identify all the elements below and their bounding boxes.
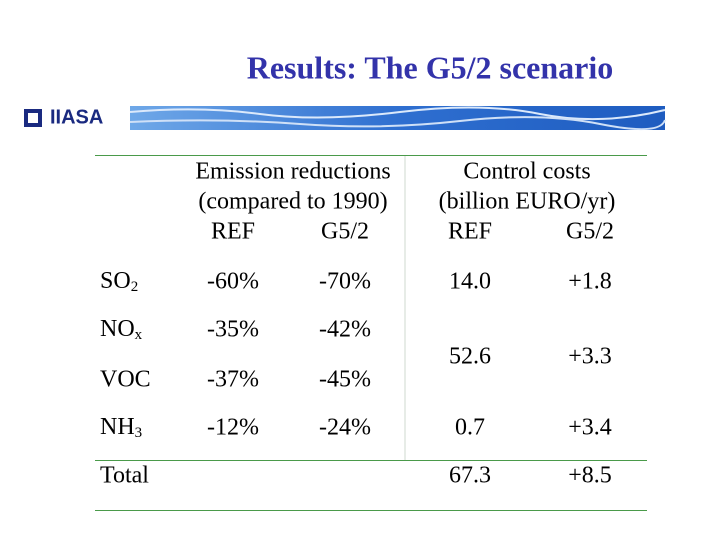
cell: -37%: [207, 366, 259, 393]
row-label: NH3: [100, 414, 142, 442]
group-header: (billion EURO/yr): [438, 188, 616, 215]
sub-header: G5/2: [566, 218, 614, 245]
table-rule: [95, 510, 647, 511]
subscript: x: [134, 327, 143, 343]
subscript: 3: [134, 425, 143, 441]
title: Results: The G5/2 scenario: [246, 49, 614, 86]
table-rule: [95, 460, 647, 461]
cell: -70%: [319, 268, 371, 295]
cell: +1.8: [568, 268, 612, 295]
merged-cell: +3.3: [568, 343, 612, 370]
sub-header: REF: [210, 218, 256, 245]
row-label: SO2: [100, 268, 138, 296]
group-header: Control costs: [463, 158, 591, 185]
cell: -45%: [319, 366, 371, 393]
pollutant: SO: [100, 268, 131, 294]
pollutant: Total: [100, 462, 149, 489]
cell: 67.3: [449, 462, 491, 489]
cell: +8.5: [568, 462, 612, 489]
table-rule: [95, 155, 647, 156]
cell: -35%: [207, 316, 259, 343]
pollutant: VOC: [100, 366, 151, 393]
logo-icon: [28, 113, 38, 123]
cell: -42%: [319, 316, 371, 343]
row-label: NOx: [100, 316, 142, 344]
cell: +3.4: [568, 414, 612, 441]
sub-header: G5/2: [321, 218, 369, 245]
sub-header: REF: [447, 218, 493, 245]
banner-wave: [129, 106, 666, 121]
merged-cell: 52.6: [449, 343, 491, 370]
logo-text: IIASA: [50, 106, 104, 129]
group-header: Emission reductions: [195, 158, 391, 185]
cell: -60%: [207, 268, 259, 295]
group-header: (compared to 1990): [198, 188, 388, 215]
row-label: Total: [100, 463, 149, 490]
pollutant: NO: [100, 316, 135, 342]
pollutant: NH: [100, 414, 135, 440]
cell: -12%: [207, 414, 259, 441]
subscript: 2: [130, 279, 139, 295]
banner-wave: [129, 116, 666, 131]
cell: 14.0: [449, 268, 491, 295]
cell: 0.7: [455, 414, 485, 441]
cell: -24%: [319, 414, 371, 441]
row-label: VOC: [100, 367, 151, 394]
